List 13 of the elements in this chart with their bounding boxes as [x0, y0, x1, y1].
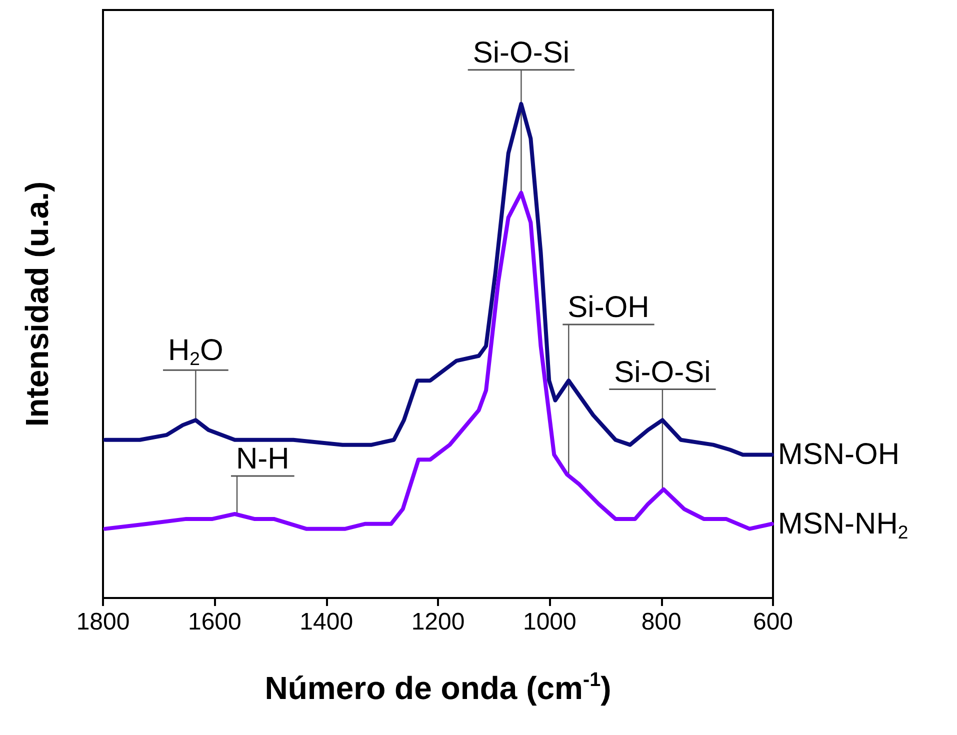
x-tick-label: 800 — [641, 608, 682, 636]
x-tick-label: 1200 — [411, 608, 465, 636]
annotation: N-H — [236, 442, 290, 476]
annotation: Si-OH — [568, 290, 650, 324]
x-tick-label: 1000 — [522, 608, 576, 636]
series-label: MSN-OH — [778, 438, 900, 472]
x-tick-label: 1800 — [76, 608, 130, 636]
annotation: Si-O-Si — [472, 36, 570, 70]
x-tick-label: 1400 — [300, 608, 354, 636]
x-tick-label: 1600 — [188, 608, 242, 636]
y-axis-title: Intensidad (u.a.) — [19, 181, 55, 427]
x-tick-label: 600 — [752, 608, 794, 636]
annotation: Si-O-Si — [614, 356, 711, 389]
